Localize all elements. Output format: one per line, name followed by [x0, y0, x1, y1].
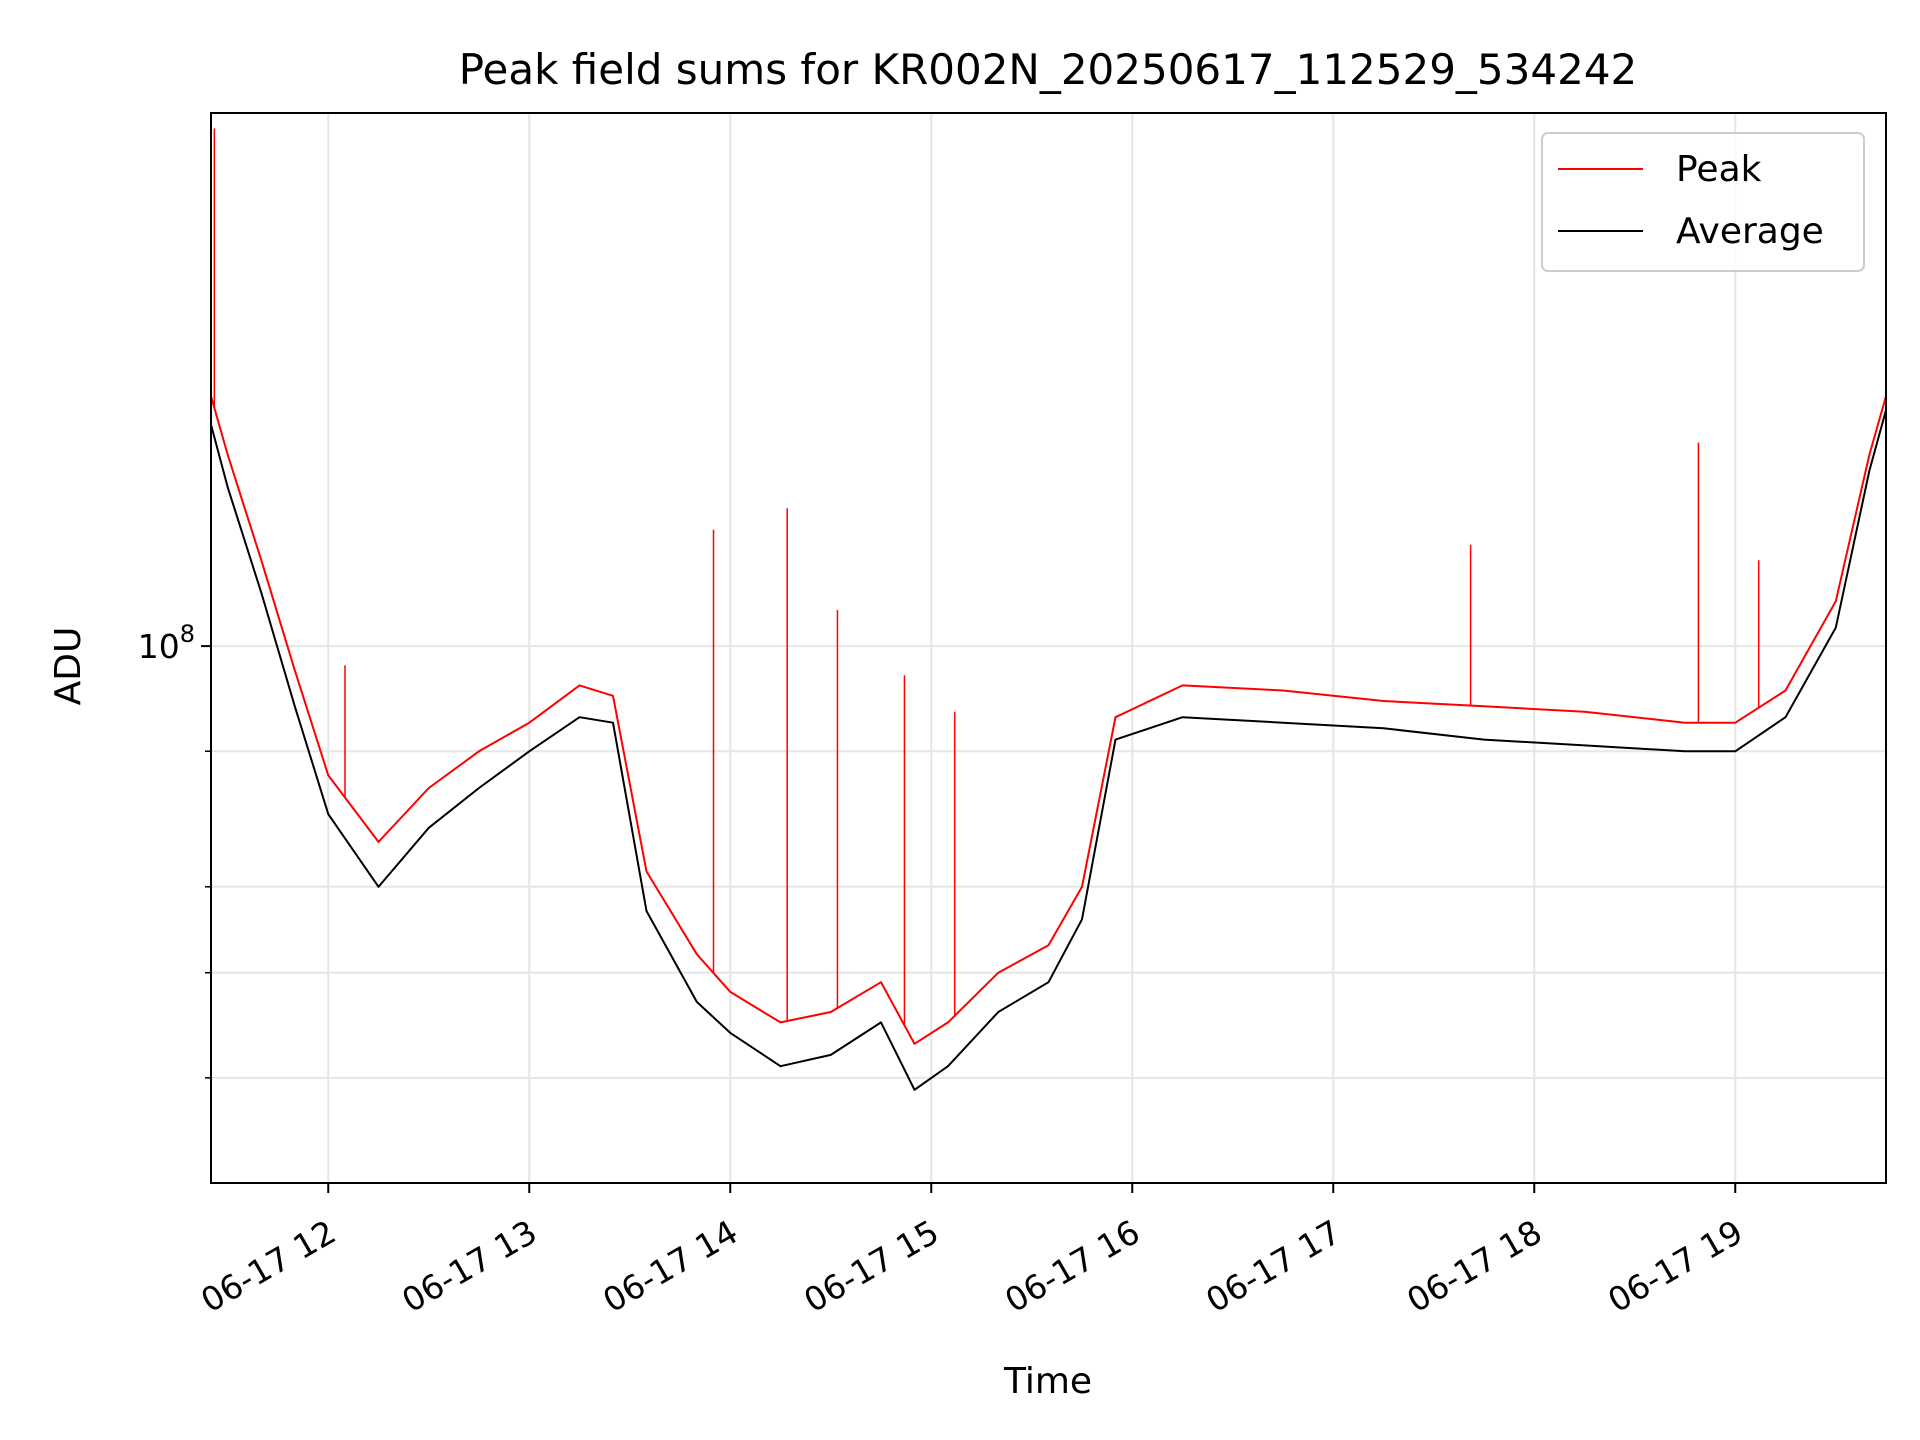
grid: [211, 113, 1886, 1183]
y-tick-label-exponent: 8: [180, 620, 195, 648]
y-axis-label: ADU: [48, 627, 89, 706]
legend-label-average: Average: [1676, 211, 1824, 252]
series-line-peak: [210, 395, 1887, 1045]
x-axis-label: Time: [1003, 1361, 1092, 1402]
series-line-average: [210, 409, 1887, 1091]
chart-title: Peak field sums for KR002N_20250617_1125…: [459, 45, 1638, 94]
legend-label-peak: Peak: [1676, 149, 1762, 190]
legend: Peak Average: [1541, 132, 1865, 272]
plot-frame: [210, 112, 1887, 1184]
series-layer: [210, 128, 1887, 1091]
legend-box: [1541, 132, 1865, 272]
